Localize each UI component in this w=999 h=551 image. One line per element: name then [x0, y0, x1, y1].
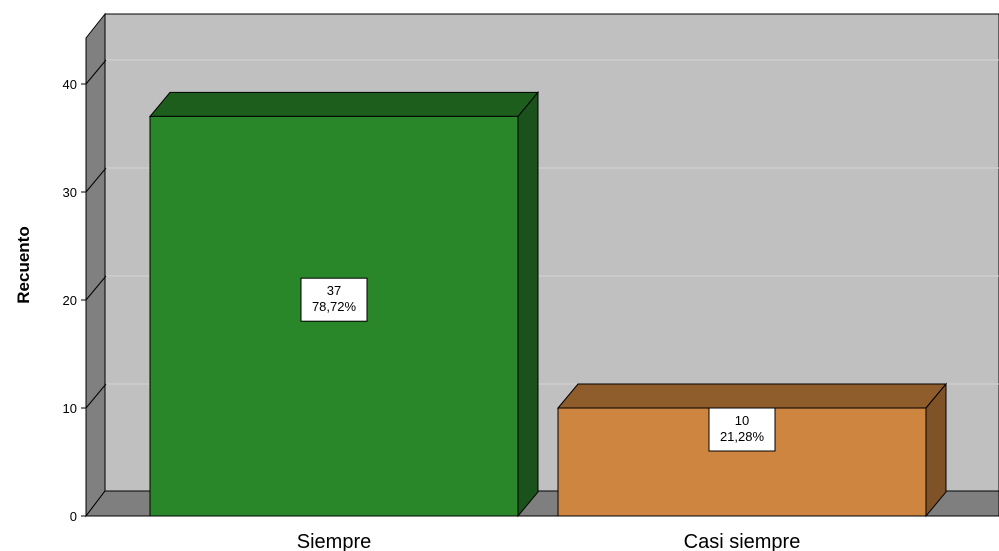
left-wall: [85, 12, 106, 518]
data-label-percent: 78,72%: [312, 299, 357, 314]
wall-gridline: [85, 167, 107, 193]
x-category-label: Casi siempre: [684, 531, 801, 551]
wall-gridline: [85, 59, 107, 85]
data-label-box: [708, 407, 776, 452]
data-label-count: 10: [735, 413, 749, 428]
x-axis-categories: Siempre Casi siempre: [86, 515, 999, 551]
y-tick-label: 0: [70, 509, 77, 524]
y-axis-ticks: 0 10 20 30 40: [63, 38, 87, 524]
bar-top: [148, 91, 540, 117]
x-category-label: Siempre: [297, 531, 371, 551]
bar-side: [517, 91, 539, 518]
y-tick-label: 20: [63, 293, 77, 308]
bar-side: [925, 382, 947, 518]
y-tick-label: 10: [63, 401, 77, 416]
bar-top: [556, 383, 948, 409]
y-tick-label: 30: [63, 185, 77, 200]
y-tick-label: 40: [63, 77, 77, 92]
data-label-percent: 21,28%: [720, 429, 765, 444]
data-label-box: [300, 277, 368, 322]
wall-gridline: [85, 383, 107, 409]
y-axis-label: Recuento: [14, 226, 33, 303]
data-label-count: 37: [327, 283, 341, 298]
wall-gridline: [85, 275, 107, 301]
